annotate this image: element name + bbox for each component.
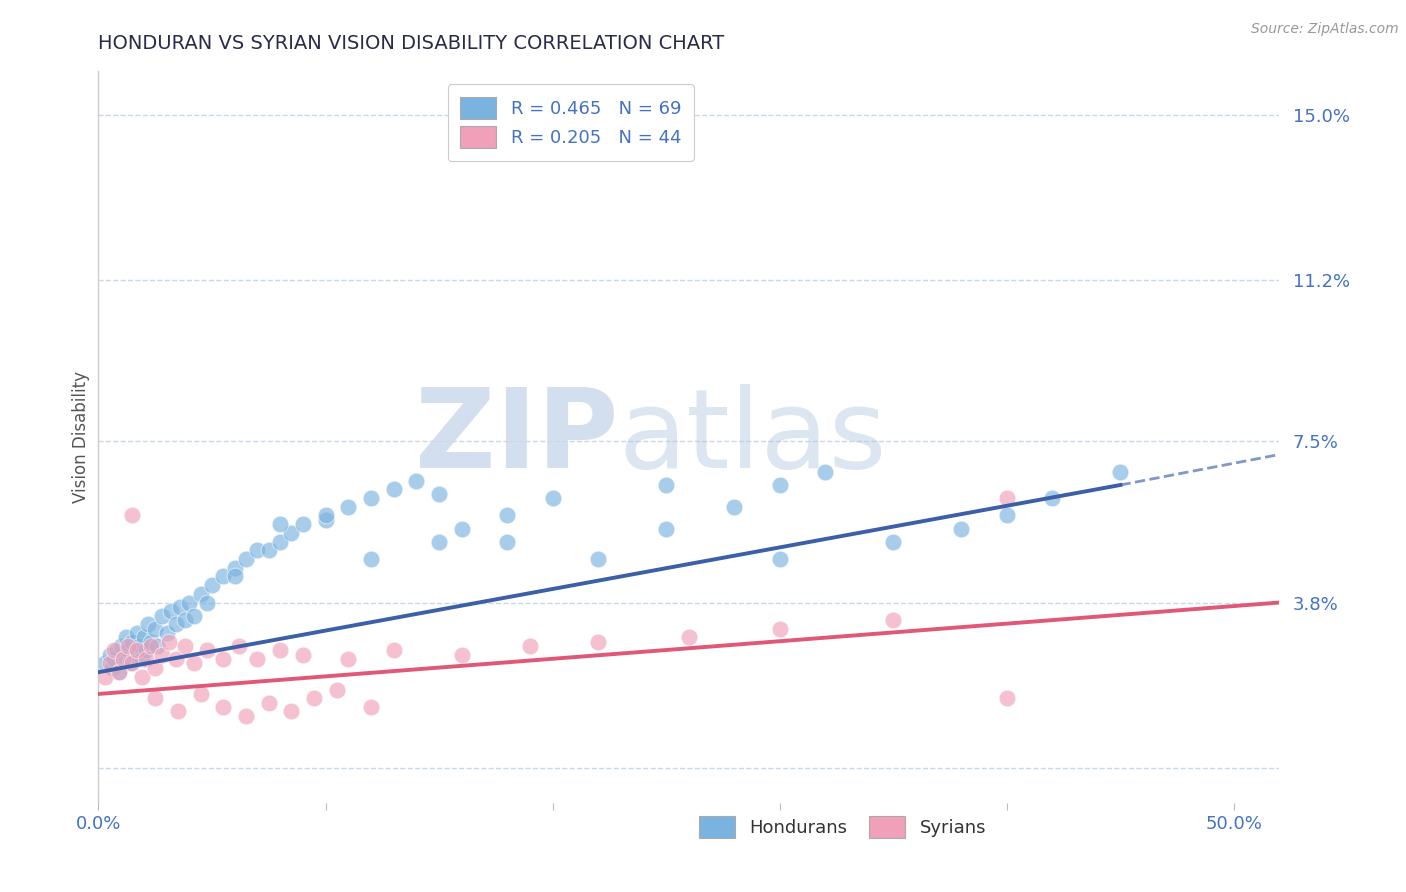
- Legend: Hondurans, Syrians: Hondurans, Syrians: [692, 808, 993, 845]
- Y-axis label: Vision Disability: Vision Disability: [72, 371, 90, 503]
- Text: Source: ZipAtlas.com: Source: ZipAtlas.com: [1251, 22, 1399, 37]
- Text: HONDURAN VS SYRIAN VISION DISABILITY CORRELATION CHART: HONDURAN VS SYRIAN VISION DISABILITY COR…: [98, 34, 724, 54]
- Text: ZIP: ZIP: [415, 384, 619, 491]
- Text: atlas: atlas: [619, 384, 887, 491]
